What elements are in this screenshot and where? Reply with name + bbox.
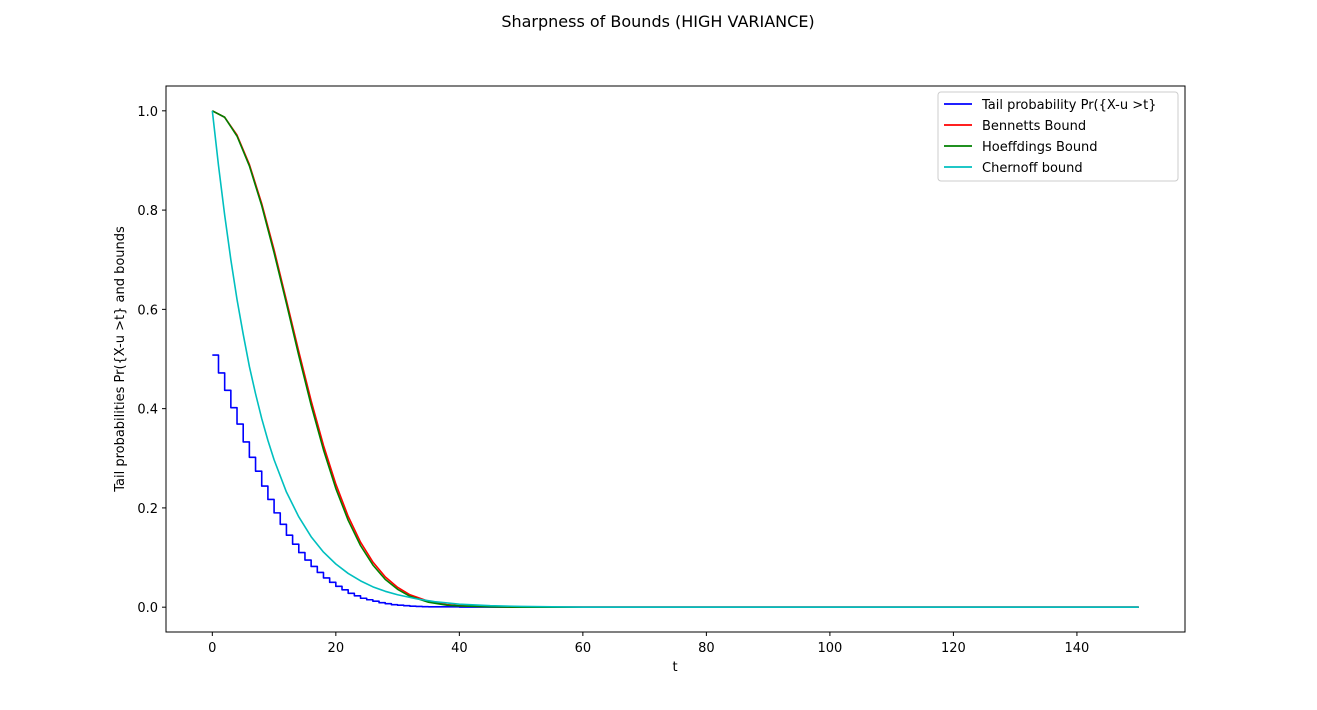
legend-label: Tail probability Pr({X-u >t} <box>981 98 1156 113</box>
y-tick-label: 0.4 <box>137 403 158 418</box>
x-tick-label: 120 <box>941 641 966 656</box>
y-tick-label: 0.6 <box>137 303 158 318</box>
legend-box <box>937 91 1179 182</box>
x-tick-label: 80 <box>698 641 715 656</box>
x-tick-label: 60 <box>575 641 592 656</box>
plot-frame <box>165 85 1186 633</box>
chart-title: Sharpness of Bounds (HIGH VARIANCE) <box>501 12 814 31</box>
series-line-chernoff-bound <box>211 110 1139 608</box>
y-axis-label: Tail probabilities Pr({X-u >t} and bound… <box>113 226 128 493</box>
x-tick-label: 20 <box>328 641 345 656</box>
x-axis-label: t <box>672 660 677 675</box>
y-tick-label: 0.2 <box>137 502 158 517</box>
x-tick-label: 100 <box>817 641 842 656</box>
legend-label: Bennetts Bound <box>982 119 1086 134</box>
x-tick-label: 0 <box>208 641 216 656</box>
series-line-tail-probability-pr-x-u-t <box>212 354 1139 608</box>
x-tick-label: 140 <box>1065 641 1090 656</box>
legend-label: Chernoff bound <box>982 161 1083 176</box>
y-tick-label: 0.8 <box>137 204 158 219</box>
series-layer <box>211 110 1139 608</box>
x-tick-label: 40 <box>451 641 468 656</box>
y-axis-ticks: 0.0 0.2 0.4 0.6 0.8 1.0 <box>137 105 166 616</box>
y-tick-label: 1.0 <box>137 105 158 120</box>
legend-label: Hoeffdings Bound <box>982 140 1098 155</box>
legend: Tail probability Pr({X-u >t} Bennetts Bou… <box>937 91 1179 182</box>
y-tick-label: 0.0 <box>137 601 158 616</box>
x-axis-ticks: 0 20 40 60 80 100 120 140 <box>208 632 1089 656</box>
